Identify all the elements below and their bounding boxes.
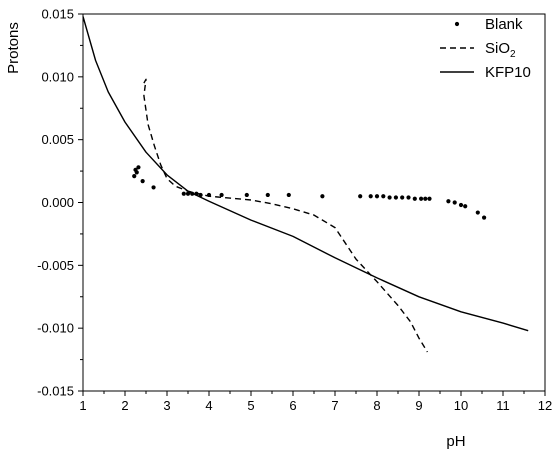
data-point: [381, 194, 386, 199]
data-point: [475, 210, 480, 215]
legend-label: Blank: [485, 16, 523, 33]
data-point: [244, 192, 249, 198]
y-tick-label: 0.000: [41, 195, 74, 210]
x-tick-label: 7: [331, 398, 338, 413]
data-point: [482, 215, 487, 220]
data-point: [374, 194, 380, 199]
series-layer: [82, 16, 529, 353]
data-point: [419, 196, 424, 201]
x-tick-label: 4: [205, 398, 212, 413]
x-tick-label: 6: [289, 398, 296, 413]
legend-label: SiO2: [485, 40, 516, 60]
axes-layer: 1 2 3 4 5 6 7 8 9 10 11 120.0150.0100.0050.000-0.00…: [37, 7, 552, 414]
data-point: [400, 195, 405, 200]
x-axis-title: pH: [446, 433, 465, 450]
data-point: [358, 194, 363, 199]
data-point: [458, 202, 464, 208]
series-blank: [132, 165, 487, 220]
data-point: [151, 185, 156, 190]
x-tick-label: 10: [454, 398, 468, 413]
data-point: [406, 195, 411, 200]
data-point: [463, 204, 468, 209]
series-kfp10: [82, 16, 529, 332]
y-tick-label: -0.010: [37, 321, 74, 336]
data-point: [320, 194, 325, 199]
legend: Blank SiO2 KFP10: [440, 16, 531, 81]
data-point: [134, 170, 139, 175]
legend-item: Blank: [454, 16, 523, 33]
data-point: [387, 195, 392, 200]
x-tick-label: 3: [163, 398, 170, 413]
data-point: [427, 196, 432, 201]
series-line: [143, 78, 428, 353]
x-tick-label: 2: [121, 398, 128, 413]
data-point: [393, 195, 398, 200]
data-point: [265, 192, 270, 198]
data-point: [132, 174, 137, 179]
x-tick-label: 1: [79, 398, 86, 413]
y-axis-title: Protons: [5, 22, 22, 74]
x-tick-label: 11: [496, 398, 510, 413]
data-point: [219, 192, 224, 198]
data-point: [140, 179, 145, 184]
data-point: [446, 199, 451, 204]
legend-item: SiO2: [440, 40, 516, 60]
series-line: [82, 16, 529, 332]
y-tick-label: 0.010: [41, 69, 74, 84]
legend-item: KFP10: [440, 64, 531, 81]
data-point: [368, 194, 373, 199]
data-point: [181, 191, 186, 196]
x-tick-label: 8: [373, 398, 380, 413]
data-point: [423, 196, 428, 201]
plot-frame: [82, 13, 546, 392]
data-point: [136, 165, 141, 170]
data-point: [452, 200, 457, 205]
x-tick-label: 12: [538, 398, 552, 413]
y-tick-label: -0.015: [37, 384, 74, 399]
y-tick-label: 0.005: [41, 132, 74, 147]
y-tick-label: 0.015: [41, 7, 74, 22]
x-tick-label: 9: [415, 398, 422, 413]
series-sio2: [143, 78, 428, 353]
data-point: [412, 196, 417, 201]
data-point: [185, 191, 191, 196]
legend-marker: [454, 21, 460, 27]
data-point: [286, 192, 291, 198]
legend-label: KFP10: [485, 64, 531, 81]
x-tick-label: 5: [247, 398, 254, 413]
y-tick-label: -0.005: [37, 258, 74, 273]
